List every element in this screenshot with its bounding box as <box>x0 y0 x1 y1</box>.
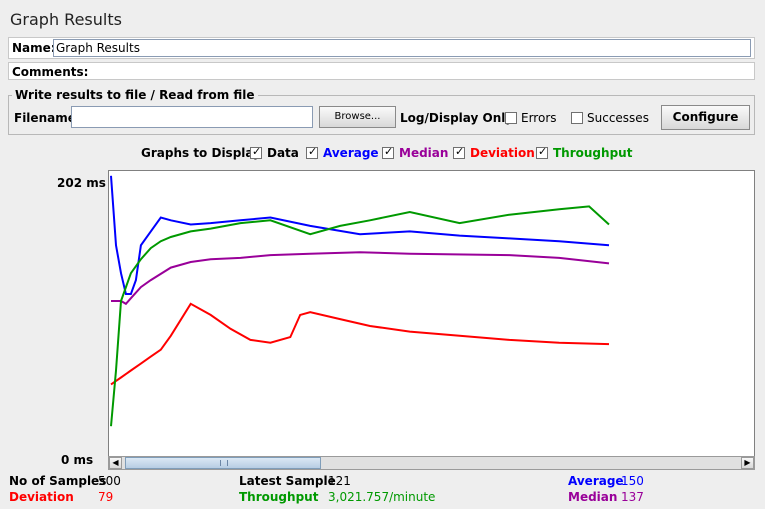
filename-input[interactable] <box>71 106 313 128</box>
graph-plot <box>110 175 610 427</box>
name-row: Name: <box>8 37 755 59</box>
samples-label: No of Samples <box>9 474 107 488</box>
deviation-value: 79 <box>98 490 114 504</box>
y-max-label: 202 ms <box>57 176 106 190</box>
panel-title: Graph Results <box>10 10 122 29</box>
comments-row[interactable]: Comments: <box>8 62 755 80</box>
y-min-label: 0 ms <box>61 453 94 467</box>
series-line-average <box>110 175 610 295</box>
errors-label: Errors <box>521 111 557 125</box>
graphs-to-display-label: Graphs to Display <box>141 146 261 160</box>
throughput-label: Throughput <box>239 490 319 504</box>
scroll-left-icon[interactable]: ◀ <box>109 457 122 469</box>
browse-button[interactable]: Browse... <box>319 106 396 128</box>
series-line-deviation <box>110 302 610 386</box>
configure-button[interactable]: Configure <box>661 105 750 130</box>
series-line-median <box>111 251 610 306</box>
latest-sample-label: Latest Sample <box>239 474 336 488</box>
errors-checkbox[interactable] <box>505 112 517 124</box>
data-checkbox[interactable] <box>250 145 262 159</box>
median-value: 137 <box>621 490 644 504</box>
median-option-label: Median <box>399 146 449 160</box>
latest-sample-value: 121 <box>328 474 351 488</box>
file-fieldset-legend: Write results to file / Read from file <box>12 88 258 102</box>
scroll-thumb[interactable] <box>125 457 321 469</box>
samples-value: 500 <box>98 474 121 488</box>
successes-label: Successes <box>587 111 649 125</box>
average-label: Average <box>568 474 624 488</box>
comments-label: Comments: <box>12 65 89 79</box>
graph-canvas <box>108 170 755 457</box>
median-label: Median <box>568 490 618 504</box>
deviation-label: Deviation <box>9 490 74 504</box>
throughput-checkbox[interactable] <box>536 145 548 159</box>
deviation-option-label: Deviation <box>470 146 535 160</box>
filename-label: Filename <box>14 111 76 125</box>
grip-icon <box>220 460 228 466</box>
name-input[interactable] <box>53 39 751 57</box>
horizontal-scrollbar[interactable]: ◀ ▶ <box>108 456 755 470</box>
series-line-throughput <box>110 205 610 427</box>
median-checkbox[interactable] <box>382 145 394 159</box>
average-option-label: Average <box>323 146 379 160</box>
deviation-checkbox[interactable] <box>453 145 465 159</box>
file-fieldset <box>8 95 755 135</box>
scroll-right-icon[interactable]: ▶ <box>741 457 754 469</box>
average-value: 150 <box>621 474 644 488</box>
throughput-value: 3,021.757/minute <box>328 490 436 504</box>
successes-checkbox[interactable] <box>571 112 583 124</box>
log-display-label: Log/Display Only: <box>400 111 518 125</box>
name-label: Name: <box>12 41 56 55</box>
average-checkbox[interactable] <box>306 145 318 159</box>
throughput-option-label: Throughput <box>553 146 633 160</box>
data-option-label: Data <box>267 146 299 160</box>
